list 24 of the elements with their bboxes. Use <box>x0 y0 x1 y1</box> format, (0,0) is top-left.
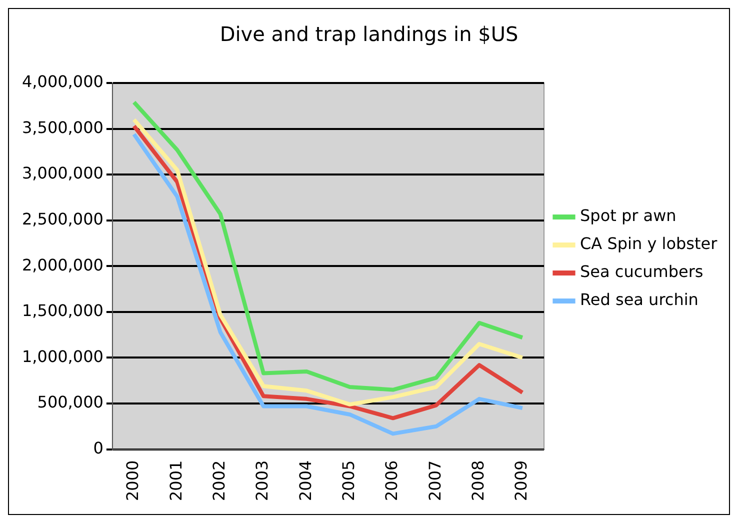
chart-title: Dive and trap landings in $US <box>220 22 518 46</box>
x-tick-label: 2003 <box>252 460 272 501</box>
y-tick-label: 4,000,000 <box>22 72 104 92</box>
legend-label: Sea cucumbers <box>580 262 704 282</box>
x-tick-label: 2007 <box>425 460 444 501</box>
y-tick-label: 3,500,000 <box>22 118 104 137</box>
x-tick-label: 2008 <box>468 460 488 501</box>
y-tick-label: 2,500,000 <box>22 210 104 229</box>
x-tick-label: 2002 <box>209 460 228 501</box>
legend-label: Spot pr awn <box>580 206 676 226</box>
x-tick-label: 2009 <box>512 460 531 501</box>
y-tick-label: 3,000,000 <box>22 164 104 183</box>
y-tick-label: 1,500,000 <box>22 301 104 320</box>
legend-label: CA Spin y lobster <box>580 234 718 254</box>
y-tick-label: 1,000,000 <box>22 346 104 366</box>
y-tick-label: 2,000,000 <box>22 255 104 274</box>
x-tick-label: 2001 <box>166 460 186 501</box>
x-tick-label: 2006 <box>382 460 402 501</box>
y-tick-label: 0 <box>93 438 104 458</box>
legend-label: Red sea urchin <box>580 290 698 310</box>
x-tick-label: 2005 <box>338 460 358 501</box>
x-tick-label: 2004 <box>296 460 315 501</box>
x-tick-label: 2000 <box>123 460 142 501</box>
y-tick-label: 500,000 <box>37 392 104 412</box>
